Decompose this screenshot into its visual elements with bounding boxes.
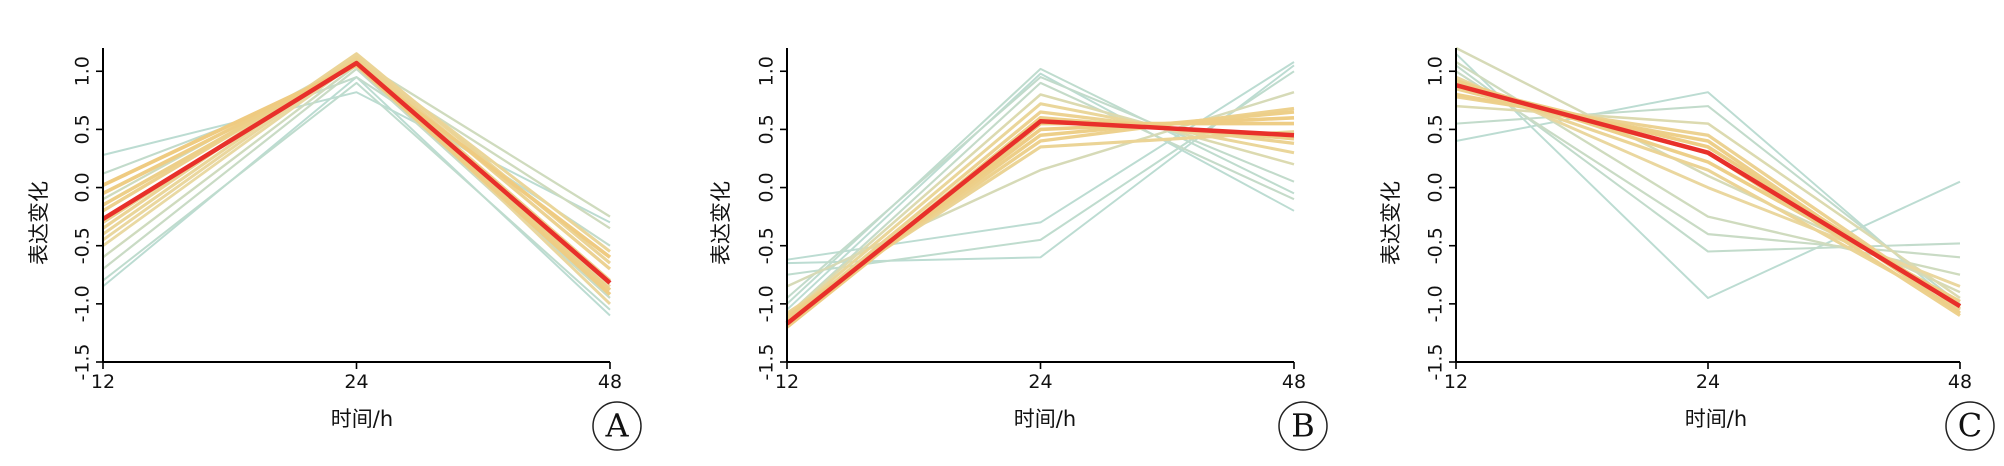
cluster-mean-line: [785, 119, 1295, 326]
y-tick-label: -1.5: [72, 343, 94, 380]
x-axis-title: 时间/h: [331, 407, 393, 431]
cluster-member-line-13: [785, 121, 1294, 329]
panel-label-circle: [1278, 401, 1328, 451]
panel-label: A: [604, 407, 629, 445]
y-tick-label: 0.0: [72, 172, 94, 202]
cluster-member-line-1: [1455, 53, 1961, 299]
cluster-member-line-15: [1455, 95, 1961, 310]
cluster-member-line-3: [102, 91, 611, 224]
x-tick-label: 12: [91, 371, 115, 393]
cluster-member-line-10: [1455, 81, 1961, 312]
y-tick-label: -1.0: [72, 285, 94, 322]
x-tick-label: 48: [1282, 371, 1306, 393]
y-axis-title: 表达变化: [27, 181, 51, 265]
y-tick-label: 1.0: [1425, 56, 1447, 86]
y-tick-label: -1.5: [756, 343, 778, 380]
y-tick-label: 0.5: [756, 114, 778, 144]
y-tick-label: 0.5: [1425, 114, 1447, 144]
cluster-member-line-9: [786, 93, 1295, 317]
panel-label-circle: [1945, 401, 1995, 451]
cluster-member-line-5: [786, 76, 1295, 299]
x-tick-label: 48: [1948, 371, 1972, 393]
cluster-member-line-7: [786, 61, 1295, 261]
y-tick-label: -0.5: [72, 227, 94, 264]
panel-label: C: [1958, 407, 1982, 445]
y-tick-label: 0.0: [1425, 172, 1447, 202]
y-tick-label: 1.0: [756, 56, 778, 86]
x-axis-title: 时间/h: [1014, 407, 1076, 431]
y-axis-title: 表达变化: [709, 181, 733, 265]
cluster-member-line-4: [102, 76, 611, 247]
y-axis-title: 表达变化: [1379, 181, 1403, 265]
y-tick-label: -1.0: [756, 285, 778, 322]
cluster-member-line-2: [102, 81, 611, 311]
x-tick-label: 24: [344, 371, 368, 393]
cluster-member-line-3: [1455, 105, 1961, 305]
y-tick-label: -0.5: [756, 227, 778, 264]
cluster-member-line-6: [786, 81, 1295, 317]
y-tick-label: -0.5: [1425, 227, 1447, 264]
x-tick-label: 12: [775, 371, 799, 393]
x-tick-label: 24: [1696, 371, 1720, 393]
x-tick-label: 12: [1444, 371, 1468, 393]
panel-label: B: [1291, 407, 1315, 445]
cluster-member-line-6: [1455, 61, 1961, 276]
cluster-mean-line: [101, 60, 612, 285]
y-tick-label: 0.0: [756, 172, 778, 202]
x-tick-label: 48: [598, 371, 622, 393]
cluster-member-line-3: [786, 72, 1295, 311]
panel-label-circle: [592, 401, 642, 451]
y-tick-label: -1.5: [1425, 343, 1447, 380]
y-tick-label: -1.0: [1425, 285, 1447, 322]
x-axis-title: 时间/h: [1685, 407, 1747, 431]
cluster-mean-line: [1455, 83, 1962, 309]
cluster-member-line-5: [1455, 70, 1961, 259]
x-tick-label: 24: [1028, 371, 1052, 393]
y-tick-label: 0.5: [72, 114, 94, 144]
cluster-member-line-4: [1455, 64, 1961, 253]
y-tick-label: 1.0: [72, 56, 94, 86]
cluster-member-line-2: [786, 70, 1295, 276]
